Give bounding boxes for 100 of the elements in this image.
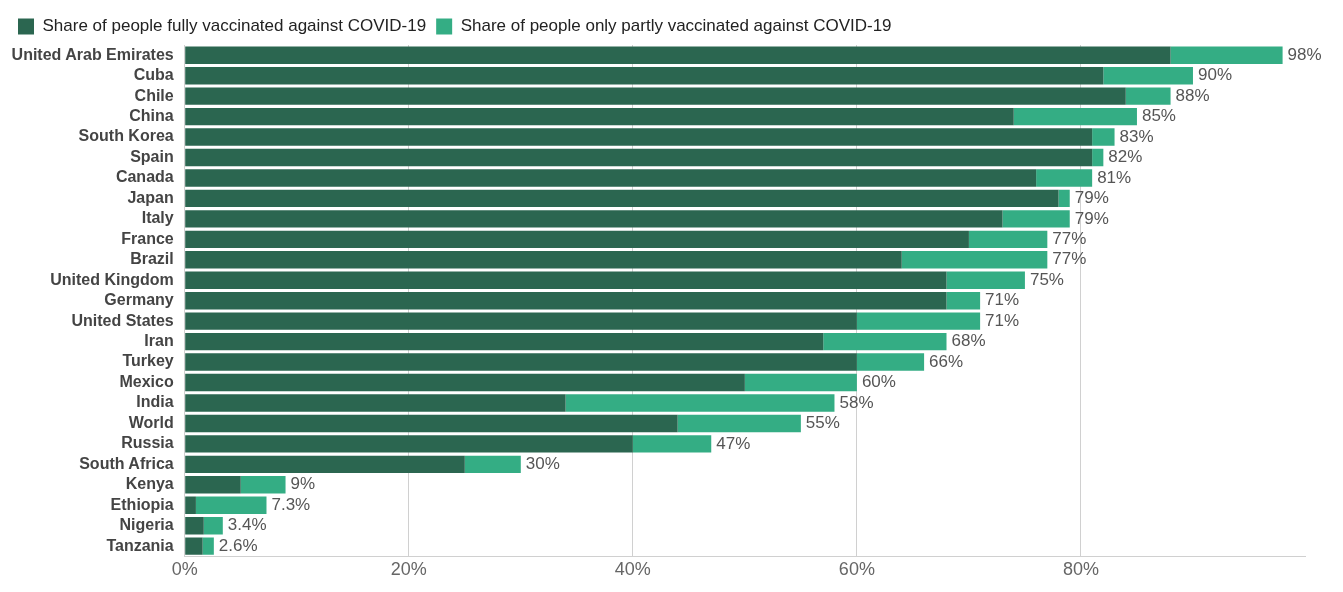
bar — [968, 230, 1048, 249]
bar — [185, 169, 1037, 187]
total-label: 88% — [1175, 85, 1210, 105]
y-tick-label: United States — [71, 311, 174, 329]
total-label: 82% — [1108, 147, 1143, 167]
bar — [185, 251, 902, 269]
y-tick-label: Brazil — [130, 250, 174, 268]
bar — [185, 292, 947, 310]
y-tick-label: Chile — [134, 86, 174, 104]
y-tick-label: Canada — [115, 168, 174, 186]
y-tick-label: Nigeria — [119, 516, 174, 534]
y-tick-label: World — [128, 413, 174, 431]
bar — [202, 537, 214, 555]
total-label: 58% — [839, 392, 874, 412]
bar — [856, 353, 925, 371]
bar — [1036, 169, 1093, 187]
y-tick-label: India — [136, 393, 174, 411]
bar — [464, 455, 521, 474]
bar — [185, 517, 204, 535]
bar — [1125, 87, 1171, 105]
bar — [901, 251, 1048, 269]
bar — [185, 332, 824, 351]
total-label: 85% — [1141, 106, 1176, 126]
legend-label: Share of people fully vaccinated against COVID-19 — [42, 16, 427, 36]
total-label: 77% — [1052, 229, 1087, 249]
legend-label: Share of people only partly vaccinated against COVID-19 — [460, 16, 892, 36]
total-label: 81% — [1097, 167, 1132, 187]
total-label: 7.3% — [271, 494, 311, 514]
bar — [185, 128, 1093, 146]
bar — [185, 435, 633, 453]
y-tick-label: Japan — [127, 188, 174, 206]
bar — [1058, 189, 1070, 208]
y-tick-label: United Arab Emirates — [11, 45, 174, 63]
total-label: 68% — [951, 331, 986, 351]
bar — [185, 537, 203, 555]
total-label: 79% — [1074, 208, 1109, 228]
bar — [1103, 66, 1193, 85]
total-label: 77% — [1052, 249, 1087, 269]
total-label: 55% — [805, 413, 840, 433]
bar — [185, 230, 969, 249]
y-tick-label: Turkey — [122, 352, 174, 370]
bar — [185, 312, 857, 330]
total-label: 3.4% — [227, 515, 267, 535]
bar — [185, 414, 678, 433]
y-tick-label: Kenya — [125, 475, 174, 493]
y-tick-label: Iran — [144, 332, 174, 350]
bar — [185, 189, 1059, 208]
y-tick-label: Germany — [104, 291, 174, 309]
y-tick-label: United Kingdom — [50, 270, 174, 288]
total-label: 66% — [929, 351, 964, 371]
bar — [856, 312, 981, 330]
total-label: 79% — [1074, 188, 1109, 208]
bar — [185, 394, 566, 412]
bar — [185, 46, 1171, 64]
bar — [185, 66, 1104, 85]
x-tick-label: 0% — [171, 559, 198, 580]
bar — [185, 271, 947, 289]
y-tick-label: China — [129, 107, 174, 124]
total-label: 83% — [1119, 126, 1154, 146]
total-label: 71% — [985, 290, 1020, 310]
bar — [195, 496, 267, 514]
x-tick-label: 60% — [838, 559, 875, 580]
bar — [185, 373, 745, 392]
bar — [185, 107, 1014, 126]
bar — [185, 87, 1126, 105]
y-tick-label: Cuba — [133, 66, 174, 84]
total-label: 75% — [1029, 269, 1064, 289]
total-label: 47% — [716, 433, 751, 453]
bar — [823, 332, 947, 351]
x-tick-label: 20% — [390, 559, 427, 580]
bar — [1170, 46, 1283, 64]
bar — [240, 476, 286, 494]
bar — [946, 292, 981, 310]
bar — [1002, 210, 1070, 228]
total-label: 30% — [525, 454, 560, 474]
bar — [185, 353, 857, 371]
y-tick-label: France — [121, 229, 174, 247]
bar — [185, 496, 196, 514]
x-tick-label: 80% — [1062, 559, 1099, 580]
bar — [185, 148, 1093, 167]
total-label: 98% — [1287, 44, 1322, 64]
bar — [1092, 148, 1104, 167]
bar — [185, 210, 1003, 228]
bar — [1092, 128, 1115, 146]
bar — [185, 455, 465, 474]
bar — [677, 414, 801, 433]
y-tick-label: Russia — [121, 434, 174, 452]
total-label: 2.6% — [218, 535, 258, 555]
bar — [203, 517, 223, 535]
bar — [946, 271, 1025, 289]
total-label: 60% — [861, 372, 896, 392]
bar — [744, 373, 857, 392]
total-label: 9% — [290, 474, 316, 494]
y-tick-label: South Africa — [79, 454, 174, 472]
bar — [185, 476, 241, 494]
y-tick-label: South Korea — [78, 127, 174, 145]
y-tick-label: Mexico — [119, 372, 174, 390]
y-tick-label: Italy — [141, 209, 174, 227]
total-label: 90% — [1197, 65, 1232, 85]
x-tick-label: 40% — [614, 559, 651, 580]
